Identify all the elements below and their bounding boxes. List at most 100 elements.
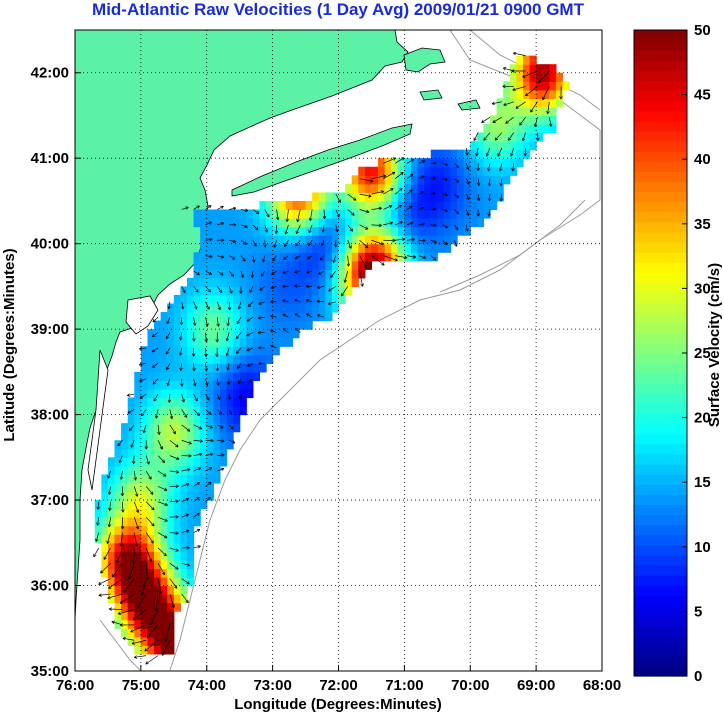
arrow-head <box>128 577 132 580</box>
velocity-cell <box>318 294 326 305</box>
velocity-cell <box>206 406 214 416</box>
velocity-arrow <box>228 394 231 400</box>
arrow-head <box>129 429 133 431</box>
velocity-cell <box>121 619 129 629</box>
velocity-cell <box>134 508 142 518</box>
velocity-cell <box>239 209 247 219</box>
velocity-cell <box>246 294 254 305</box>
colorbar-swatch <box>634 534 687 546</box>
arrow-head <box>221 222 225 226</box>
velocity-cell <box>246 380 254 390</box>
velocity-cell <box>186 406 195 416</box>
velocity-arrow <box>133 501 139 513</box>
velocity-arrow <box>465 224 468 232</box>
velocity-cell <box>140 440 149 450</box>
arrow-head <box>139 362 142 366</box>
arrow-head <box>227 396 231 400</box>
velocity-cell <box>226 269 234 279</box>
velocity-arrow <box>127 409 135 414</box>
velocity-cell <box>213 380 221 390</box>
velocity-cell <box>246 235 254 245</box>
arrow-head <box>139 346 142 350</box>
velocity-cell <box>213 218 221 228</box>
arrow-head <box>349 229 353 232</box>
velocity-cell <box>127 500 135 510</box>
velocity-cell <box>292 277 300 287</box>
velocity-cell <box>180 559 188 570</box>
velocity-cell <box>424 166 432 176</box>
velocity-cell <box>154 320 162 330</box>
velocity-cell <box>226 312 234 322</box>
arrow-head <box>137 526 140 530</box>
velocity-cell <box>173 508 181 518</box>
velocity-cell <box>200 209 208 219</box>
arrow-head <box>434 256 437 261</box>
velocity-cell <box>173 397 181 407</box>
arrow-head <box>261 274 265 277</box>
velocity-cell <box>331 260 340 270</box>
arrow-head <box>139 348 143 351</box>
velocity-cell <box>285 337 293 347</box>
velocity-cell <box>239 226 247 236</box>
arrow-head <box>500 183 503 187</box>
velocity-cell <box>292 252 300 262</box>
arrow-head <box>232 426 234 430</box>
velocity-cell <box>121 585 129 595</box>
arrow-head <box>197 205 200 209</box>
velocity-cell <box>180 568 188 578</box>
velocity-cell <box>147 414 155 424</box>
arrow-head <box>107 476 111 479</box>
velocity-arrow <box>406 158 415 164</box>
velocity-cell <box>437 158 445 168</box>
velocity-cell <box>173 294 181 305</box>
velocity-arrow <box>134 655 147 658</box>
arrow-head <box>330 276 334 278</box>
velocity-cell <box>285 312 293 322</box>
velocity-cell <box>121 525 129 535</box>
arrow-head <box>218 291 222 293</box>
velocity-cell <box>140 491 149 501</box>
chesapeake-bay <box>87 349 109 491</box>
arrow-head <box>218 412 222 415</box>
velocity-cell <box>562 81 570 91</box>
velocity-cell <box>318 235 326 245</box>
velocity-cell <box>417 192 425 202</box>
velocity-cell <box>246 320 254 330</box>
velocity-cell <box>140 594 149 604</box>
velocity-cell <box>397 175 405 185</box>
velocity-arrow <box>133 470 136 481</box>
velocity-cell <box>463 183 471 193</box>
arrow-head <box>136 606 140 609</box>
colorbar-swatch <box>634 50 687 61</box>
velocity-cell <box>134 636 142 646</box>
arrow-head <box>512 89 516 92</box>
velocity-arrow <box>136 593 147 609</box>
velocity-arrow <box>180 363 183 371</box>
velocity-cell <box>200 235 208 245</box>
arrow-head <box>239 290 242 294</box>
arrow-head <box>259 287 262 291</box>
velocity-cell <box>219 388 228 399</box>
x-tick-label: 68:00 <box>583 677 621 694</box>
velocity-cell <box>536 132 544 142</box>
velocity-cell <box>338 260 346 270</box>
velocity-cell <box>154 576 162 587</box>
velocity-cell <box>186 457 195 467</box>
velocity-cell <box>424 252 432 262</box>
velocity-cell <box>127 465 135 476</box>
velocity-cell <box>147 534 155 544</box>
velocity-cell <box>154 431 162 441</box>
velocity-arrow <box>155 594 159 611</box>
arrow-head <box>197 497 200 501</box>
arrow-head <box>317 314 321 316</box>
colorbar-swatch <box>634 393 687 405</box>
velocity-cell <box>252 329 261 339</box>
arrow-head <box>515 105 518 109</box>
colorbar-swatch <box>634 625 687 637</box>
arrow-head <box>489 198 492 202</box>
arrow-head <box>236 352 240 354</box>
velocity-cell <box>351 252 359 262</box>
velocity-cell <box>503 81 511 91</box>
velocity-arrow <box>157 424 160 435</box>
velocity-arrow <box>227 363 230 371</box>
